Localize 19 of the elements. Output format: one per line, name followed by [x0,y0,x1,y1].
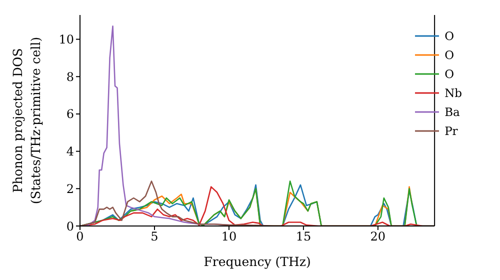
x-tick-label: 10 [221,230,237,244]
x-tick-label: 20 [370,230,386,244]
x-axis-title: Frequency (THz) [204,254,311,269]
legend-label: O [444,66,454,80]
legend-label: Nb [444,86,462,100]
y-tick-label: 6 [66,107,74,122]
y-tick-label: 8 [66,70,74,84]
y-axis-title: Phonon projected DOS (States/THz·primitive cell) [10,36,43,204]
y-tick-label: 0 [66,219,74,234]
legend-label: O [444,48,454,62]
y-tick-label: 10 [58,32,74,47]
y-tick-label: 2 [66,182,74,196]
x-tick-label: 5 [150,230,158,244]
legend-label: Pr [444,124,458,138]
y-tick-label: 4 [66,144,74,159]
legend-label: Ba [444,104,460,118]
x-tick-label: 15 [296,230,312,244]
legend-label: O [444,28,454,42]
x-tick-label: 0 [76,230,84,244]
